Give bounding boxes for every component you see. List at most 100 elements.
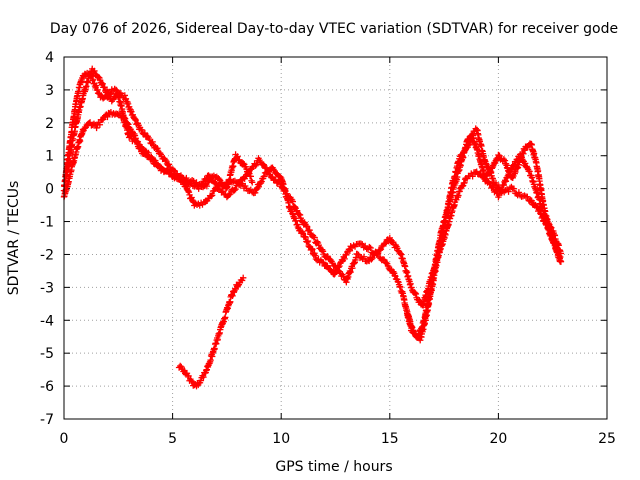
data-point bbox=[332, 263, 339, 270]
data-point bbox=[218, 179, 226, 186]
data-point bbox=[251, 189, 259, 197]
plot-frame bbox=[63, 56, 608, 420]
data-point bbox=[500, 181, 508, 189]
data-point bbox=[313, 238, 321, 245]
series-track-c bbox=[175, 274, 247, 390]
data-point bbox=[264, 167, 272, 174]
data-point bbox=[185, 187, 192, 195]
data-point bbox=[312, 252, 319, 259]
data-point bbox=[500, 156, 508, 163]
data-point bbox=[222, 314, 229, 321]
data-point bbox=[210, 172, 218, 179]
data-point bbox=[557, 258, 565, 265]
data-point bbox=[121, 114, 128, 121]
data-point bbox=[412, 290, 420, 298]
data-point bbox=[225, 191, 233, 199]
data-point bbox=[229, 292, 236, 300]
data-point bbox=[459, 183, 466, 190]
data-point bbox=[156, 149, 164, 157]
data-point bbox=[121, 115, 129, 122]
y-tick-label: -5 bbox=[40, 346, 54, 362]
y-tick-labels: -7 -6 -5 -4 -3 -2 -1 0 1 2 3 4 bbox=[40, 50, 54, 428]
data-point bbox=[188, 377, 195, 385]
data-point bbox=[203, 182, 211, 190]
data-point bbox=[307, 246, 315, 254]
data-point bbox=[163, 167, 170, 174]
data-point bbox=[124, 120, 131, 127]
data-point bbox=[208, 192, 216, 199]
data-point bbox=[277, 173, 284, 180]
data-point bbox=[515, 189, 523, 196]
data-point bbox=[260, 173, 268, 180]
data-point bbox=[183, 174, 190, 182]
data-point bbox=[231, 187, 238, 194]
x-tick-label: 10 bbox=[272, 431, 290, 447]
data-point bbox=[510, 185, 518, 192]
data-point bbox=[249, 179, 256, 186]
data-point bbox=[330, 271, 338, 278]
data-point bbox=[199, 181, 206, 188]
data-point bbox=[521, 160, 529, 167]
data-point bbox=[367, 244, 374, 252]
y-tick-label: -6 bbox=[40, 379, 54, 395]
data-point bbox=[234, 282, 241, 290]
data-point bbox=[304, 237, 312, 245]
data-point bbox=[145, 149, 152, 157]
y-tick-label: 2 bbox=[45, 116, 54, 132]
data-point bbox=[104, 88, 111, 96]
data-point bbox=[91, 67, 98, 75]
data-point bbox=[104, 113, 111, 121]
data-point bbox=[269, 173, 276, 181]
data-point bbox=[505, 188, 512, 195]
data-point bbox=[138, 126, 146, 134]
y-tick-label: -3 bbox=[40, 280, 54, 296]
data-point bbox=[357, 240, 365, 247]
data-point bbox=[309, 246, 316, 253]
data-point bbox=[249, 188, 256, 196]
y-tick-label: -7 bbox=[40, 412, 54, 428]
data-point bbox=[350, 242, 357, 249]
data-point bbox=[489, 183, 496, 191]
data-point bbox=[188, 177, 196, 184]
x-tick-label: 20 bbox=[489, 431, 507, 447]
data-point bbox=[303, 223, 311, 230]
data-point bbox=[257, 179, 265, 187]
y-tick-label: 1 bbox=[45, 149, 54, 165]
x-tick-label: 5 bbox=[168, 431, 177, 447]
data-point bbox=[291, 203, 299, 211]
data-point bbox=[311, 234, 318, 241]
data-point bbox=[132, 135, 139, 142]
data-point bbox=[200, 373, 207, 381]
x-tick-labels: 0 5 10 15 20 25 bbox=[60, 431, 616, 447]
data-point bbox=[202, 177, 209, 184]
data-point bbox=[498, 186, 505, 193]
data-point bbox=[278, 180, 285, 187]
y-tick-label: -1 bbox=[40, 215, 54, 231]
data-point bbox=[374, 250, 382, 258]
data-point bbox=[377, 246, 385, 253]
data-point bbox=[514, 165, 521, 172]
x-tick-label: 25 bbox=[598, 431, 616, 447]
data-point bbox=[252, 162, 259, 169]
data-point bbox=[289, 198, 296, 205]
x-tick-label: 15 bbox=[381, 431, 399, 447]
data-point bbox=[497, 187, 504, 194]
data-point bbox=[125, 121, 132, 128]
x-axis-label: GPS time / hours bbox=[275, 459, 392, 475]
data-point bbox=[132, 116, 139, 124]
y-tick-label: 3 bbox=[45, 83, 54, 99]
data-point bbox=[226, 190, 234, 198]
data-point bbox=[180, 175, 187, 183]
y-tick-label: -2 bbox=[40, 247, 54, 263]
data-point bbox=[165, 161, 173, 168]
data-point bbox=[512, 168, 519, 176]
x-tick-label: 0 bbox=[60, 431, 69, 447]
data-point bbox=[465, 141, 472, 149]
data-point bbox=[81, 125, 88, 132]
data-point bbox=[495, 192, 503, 199]
data-point bbox=[524, 193, 531, 201]
data-point bbox=[306, 226, 313, 234]
data-point bbox=[319, 248, 327, 255]
data-point bbox=[234, 153, 241, 160]
data-point bbox=[502, 178, 510, 185]
